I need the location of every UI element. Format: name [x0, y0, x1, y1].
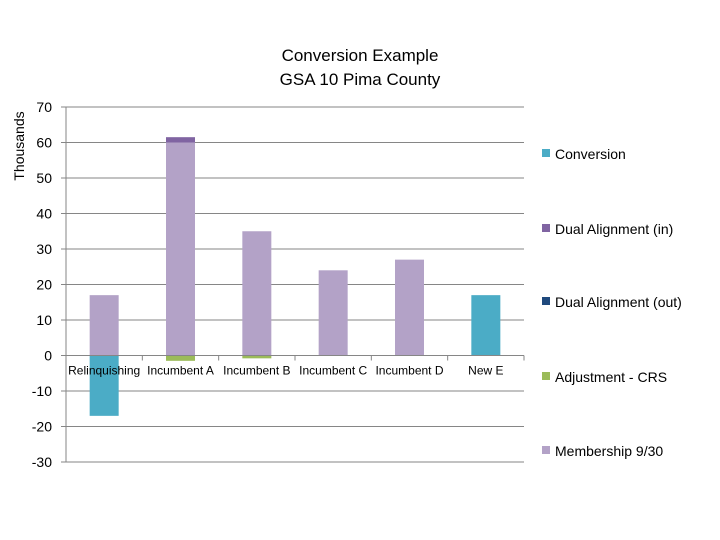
x-category-label: New E [468, 364, 503, 378]
bar-membership-9-30 [318, 270, 348, 356]
chart-title-line-2: GSA 10 Pima County [280, 70, 441, 89]
y-tick-label: 60 [36, 135, 52, 151]
x-category-label: Incumbent A [147, 364, 214, 378]
legend-label: Dual Alignment (out) [555, 294, 682, 310]
legend-label: Conversion [555, 146, 626, 162]
y-tick-label: -30 [32, 454, 52, 470]
y-tick-label: -10 [32, 383, 52, 399]
y-tick-label: 0 [44, 348, 52, 364]
bar-adjustment-crs [242, 355, 272, 359]
bar-conversion [89, 355, 119, 416]
x-category-label: Incumbent B [223, 364, 290, 378]
legend-label: Membership 9/30 [555, 443, 663, 459]
y-axis-label: Thousands [11, 111, 27, 180]
bar-membership-9-30 [166, 142, 195, 356]
legend-swatch [542, 224, 550, 232]
legend-label: Adjustment - CRS [555, 369, 667, 385]
bar-dual-alignment-in- [166, 137, 195, 143]
bar-adjustment-crs [166, 355, 195, 361]
chart-title-line-1: Conversion Example [282, 46, 439, 65]
legend-label: Dual Alignment (in) [555, 221, 673, 237]
legend-swatch [542, 149, 550, 157]
y-tick-label: 20 [36, 277, 52, 293]
x-category-label: Incumbent D [375, 364, 443, 378]
bar-membership-9-30 [89, 295, 119, 356]
bar-conversion [471, 295, 501, 356]
x-category-label: Incumbent C [299, 364, 367, 378]
legend-swatch [542, 372, 550, 380]
y-tick-label: 30 [36, 241, 52, 257]
legend-swatch [542, 446, 550, 454]
y-tick-label: 70 [36, 99, 52, 115]
bar-membership-9-30 [242, 231, 272, 356]
y-tick-label: 10 [36, 312, 52, 328]
x-category-label: Relinquishing [68, 364, 140, 378]
y-tick-label: 50 [36, 170, 52, 186]
y-tick-label: -20 [32, 419, 52, 435]
y-tick-label: 40 [36, 206, 52, 222]
legend-swatch [542, 297, 550, 305]
bar-membership-9-30 [395, 259, 424, 356]
